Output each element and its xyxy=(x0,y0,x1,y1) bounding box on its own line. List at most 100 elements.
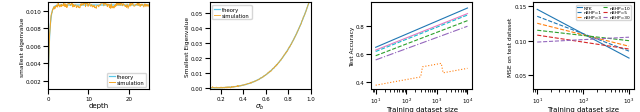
nBHP=5 xyxy=(563,40,571,41)
NTK xyxy=(569,28,577,30)
nBHP=1 xyxy=(620,49,627,50)
nBHP=1 xyxy=(601,42,609,43)
nBHP=3 xyxy=(550,28,558,29)
nBHP=1 xyxy=(550,23,558,24)
nBHP=5 xyxy=(610,47,618,48)
NTK xyxy=(554,20,562,22)
nBHP=10 xyxy=(535,30,543,32)
theory xyxy=(92,5,100,7)
nBHP=10 xyxy=(589,37,597,38)
nBHP=5 xyxy=(554,38,562,40)
nBHP=30 xyxy=(535,42,543,43)
NTK xyxy=(579,33,586,35)
nBHP=3 xyxy=(588,37,595,38)
nBHP=30 xyxy=(603,38,611,40)
nBHP=1 xyxy=(539,19,547,20)
NTK xyxy=(584,36,591,38)
NTK xyxy=(541,14,548,15)
nBHP=5 xyxy=(537,36,545,37)
NTK xyxy=(621,56,629,57)
simulation xyxy=(266,71,274,73)
nBHP=10 xyxy=(579,35,586,37)
nBHP=5 xyxy=(607,46,614,47)
Line: NTK: NTK xyxy=(537,10,629,59)
nBHP=30 xyxy=(575,40,582,41)
nBHP=30 xyxy=(554,41,562,42)
nBHP=3 xyxy=(543,26,550,27)
simulation xyxy=(298,23,305,25)
simulation xyxy=(63,8,70,9)
nBHP=30 xyxy=(616,38,623,39)
nBHP=5 xyxy=(559,39,567,40)
nBHP=5 xyxy=(547,37,554,38)
nBHP=30 xyxy=(584,39,591,41)
nBHP=5 xyxy=(597,45,605,46)
nBHP=10 xyxy=(539,31,547,32)
nBHP=5 xyxy=(573,41,580,42)
nBHP=10 xyxy=(537,31,545,32)
nBHP=3 xyxy=(625,46,633,47)
Y-axis label: MSE on test dataset: MSE on test dataset xyxy=(508,17,513,76)
NTK xyxy=(607,48,614,49)
nBHP=30 xyxy=(605,38,612,40)
simulation xyxy=(141,6,148,7)
nBHP=3 xyxy=(607,42,614,43)
X-axis label: Training dataset size: Training dataset size xyxy=(385,106,458,112)
simulation xyxy=(48,13,56,14)
nBHP=1 xyxy=(543,20,550,21)
Legend: NTK, nBHP=1, nBHP=3, nBHP=10, nBHP=5, nBHP=30: NTK, nBHP=1, nBHP=3, nBHP=10, nBHP=5, nB… xyxy=(576,6,632,21)
NTK xyxy=(545,15,552,17)
X-axis label: $\sigma_b$: $\sigma_b$ xyxy=(255,102,265,111)
nBHP=10 xyxy=(577,35,584,37)
NTK xyxy=(543,15,550,16)
nBHP=10 xyxy=(588,36,595,38)
nBHP=30 xyxy=(614,38,621,39)
nBHP=1 xyxy=(621,50,629,51)
nBHP=1 xyxy=(599,41,607,42)
nBHP=1 xyxy=(545,21,552,22)
nBHP=10 xyxy=(618,40,625,41)
simulation xyxy=(205,87,213,89)
NTK xyxy=(625,58,633,59)
nBHP=1 xyxy=(561,27,569,28)
nBHP=1 xyxy=(552,24,560,25)
nBHP=3 xyxy=(577,34,584,35)
nBHP=5 xyxy=(577,42,584,43)
nBHP=30 xyxy=(545,41,552,43)
nBHP=30 xyxy=(612,38,620,39)
nBHP=10 xyxy=(556,33,564,34)
NTK xyxy=(593,41,601,42)
Line: nBHP=1: nBHP=1 xyxy=(537,17,629,52)
nBHP=30 xyxy=(580,40,588,41)
nBHP=1 xyxy=(554,24,562,26)
simulation xyxy=(137,5,145,6)
nBHP=3 xyxy=(623,46,631,47)
nBHP=30 xyxy=(561,41,569,42)
nBHP=30 xyxy=(582,39,590,41)
nBHP=3 xyxy=(567,32,575,33)
nBHP=3 xyxy=(595,39,603,40)
nBHP=3 xyxy=(589,37,597,39)
nBHP=30 xyxy=(567,40,575,42)
nBHP=1 xyxy=(563,28,571,29)
nBHP=10 xyxy=(575,35,582,36)
NTK xyxy=(599,44,607,45)
nBHP=30 xyxy=(552,41,560,42)
nBHP=1 xyxy=(603,43,611,44)
NTK xyxy=(547,16,554,18)
nBHP=10 xyxy=(582,36,590,37)
nBHP=10 xyxy=(623,40,631,42)
nBHP=1 xyxy=(575,32,582,33)
nBHP=30 xyxy=(625,37,633,39)
simulation xyxy=(145,7,153,8)
theory xyxy=(266,71,273,73)
Y-axis label: smallest eigenvalue: smallest eigenvalue xyxy=(20,17,24,76)
nBHP=30 xyxy=(595,39,603,40)
nBHP=30 xyxy=(608,38,616,39)
nBHP=30 xyxy=(533,42,541,43)
nBHP=10 xyxy=(561,33,569,35)
nBHP=3 xyxy=(584,36,591,37)
nBHP=30 xyxy=(623,37,631,39)
nBHP=5 xyxy=(584,43,591,44)
nBHP=10 xyxy=(591,37,599,38)
